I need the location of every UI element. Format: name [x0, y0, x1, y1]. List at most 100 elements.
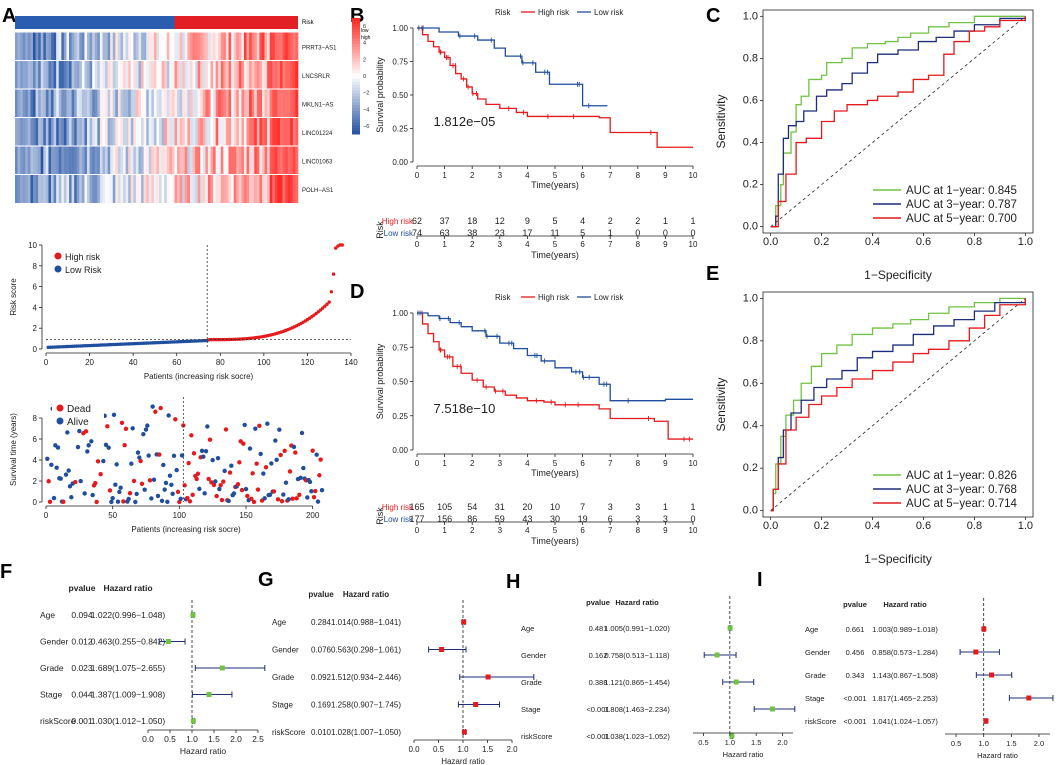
heatmap-cell — [287, 60, 291, 89]
heatmap-cell — [287, 117, 291, 146]
heatmap-cell — [38, 174, 42, 203]
heatmap-cell — [33, 174, 36, 203]
heatmap-cell — [30, 60, 34, 89]
heatmap-cell — [233, 32, 237, 61]
heatmap-cell — [207, 60, 211, 89]
y-tick-label: 6 — [33, 435, 38, 444]
alive-point — [262, 496, 267, 501]
heatmap-cell — [125, 174, 129, 203]
heatmap-cell — [61, 60, 65, 89]
heatmap-cell — [220, 60, 224, 89]
heatmap-cell — [151, 174, 155, 203]
x-tick-label: 0.6 — [916, 236, 931, 248]
risk-table-tick-label: 5 — [553, 526, 558, 535]
heatmap-cell — [213, 146, 216, 175]
heatmap-cell — [84, 146, 88, 175]
heatmap-cell — [45, 60, 49, 89]
y-tick-label: 0.4 — [743, 137, 758, 149]
heatmap-cell — [249, 60, 252, 89]
heatmap-cell — [264, 32, 268, 61]
heatmap-cell — [295, 32, 299, 61]
heatmap-cell — [92, 117, 96, 146]
plot-frame — [762, 291, 1034, 518]
heatmap-cell — [151, 146, 155, 175]
y-axis: 0 2 4 6 8 10 — [28, 241, 43, 354]
heatmap-cell — [236, 174, 240, 203]
heatmap-cell — [246, 32, 250, 61]
heatmap-cell — [120, 117, 124, 146]
heatmap-cell — [161, 146, 165, 175]
risk-points — [46, 243, 344, 350]
heatmap-cell — [264, 89, 268, 118]
heatmap-cell — [251, 174, 255, 203]
heatmap-cell — [267, 89, 270, 118]
alive-point — [299, 430, 305, 436]
y-axis-title: Survival probability — [375, 343, 385, 419]
heatmap-cell — [48, 89, 52, 118]
risk-score-plot: 0 20 40 60 80 100 120 140 0 2 4 6 8 10 Patients (incre… — [9, 241, 358, 381]
y-axis: 0 2 4 6 8 — [33, 414, 43, 507]
heatmap-cell — [290, 89, 294, 118]
y-tick-label: 1.0 — [743, 292, 758, 304]
heatmap-cell — [187, 174, 191, 203]
heatmap-cell — [74, 117, 78, 146]
heatmap-cell — [38, 89, 42, 118]
heatmap-cell — [97, 32, 101, 61]
heatmap-cell — [261, 89, 265, 118]
heatmap-cell — [58, 174, 62, 203]
risk-table-value: 3 — [635, 502, 640, 512]
heatmap-cell — [38, 146, 42, 175]
color-scale-step — [352, 122, 360, 126]
x-axis-title: Time(years) — [531, 468, 579, 478]
km-legend-low-label: Low risk — [594, 8, 624, 17]
heatmap-cell — [45, 32, 49, 61]
color-scale-tick: −6 — [363, 124, 369, 130]
dead-point — [263, 465, 269, 470]
forest-row-name: Gender — [40, 637, 69, 647]
forest-row-name: Gender — [805, 648, 831, 657]
dead-point — [310, 448, 315, 453]
high-risk-point — [331, 272, 336, 276]
forest-row-hr: 1.041(1.024−1.057) — [872, 717, 938, 726]
heatmap-cell — [22, 32, 26, 61]
heatmap-cell — [128, 174, 132, 203]
heatmap-cell — [17, 60, 21, 89]
heatmap-cell — [45, 117, 49, 146]
heatmap-cell — [40, 60, 44, 89]
heatmap-cell — [287, 89, 291, 118]
heatmap-cell — [272, 32, 276, 61]
heatmap-cell — [17, 174, 21, 203]
heatmap-cell — [195, 117, 198, 146]
y-tick-label: 0.50 — [392, 378, 408, 387]
x-tick-label: 0.8 — [967, 236, 982, 248]
heatmap-cell — [277, 89, 281, 118]
heatmap-cell — [128, 89, 132, 118]
heatmap-cell — [123, 146, 126, 175]
heatmap-cell — [197, 117, 201, 146]
risk-legend: High risk Low Risk — [54, 252, 102, 275]
heatmap-cell — [164, 146, 168, 175]
heatmap-cell — [169, 32, 173, 61]
heatmap-cell — [30, 89, 34, 118]
heatmap-cell — [295, 60, 299, 89]
heatmap-cell — [115, 117, 119, 146]
forest-header-pvalue: pvalue — [586, 598, 610, 607]
risk-table-value: 2 — [635, 216, 640, 226]
risk-table-value: 9 — [525, 216, 530, 226]
dead-point — [173, 417, 178, 422]
heatmap-cell — [225, 60, 229, 89]
heatmap-cell — [61, 89, 65, 118]
heatmap-cell — [256, 117, 260, 146]
hr-marker — [473, 702, 479, 707]
forest-row-name: Age — [521, 624, 534, 633]
heatmap-cell — [45, 146, 49, 175]
dead-point — [227, 470, 233, 475]
heatmap-cell — [285, 174, 289, 203]
heatmap-cell — [92, 146, 96, 175]
color-scale-step — [352, 119, 360, 123]
heatmap-cell — [274, 117, 278, 146]
heatmap-cell — [87, 60, 90, 89]
risk-table-rowname: Low risk — [384, 515, 414, 524]
heatmap-cell — [71, 146, 75, 175]
alive-point — [90, 492, 95, 498]
